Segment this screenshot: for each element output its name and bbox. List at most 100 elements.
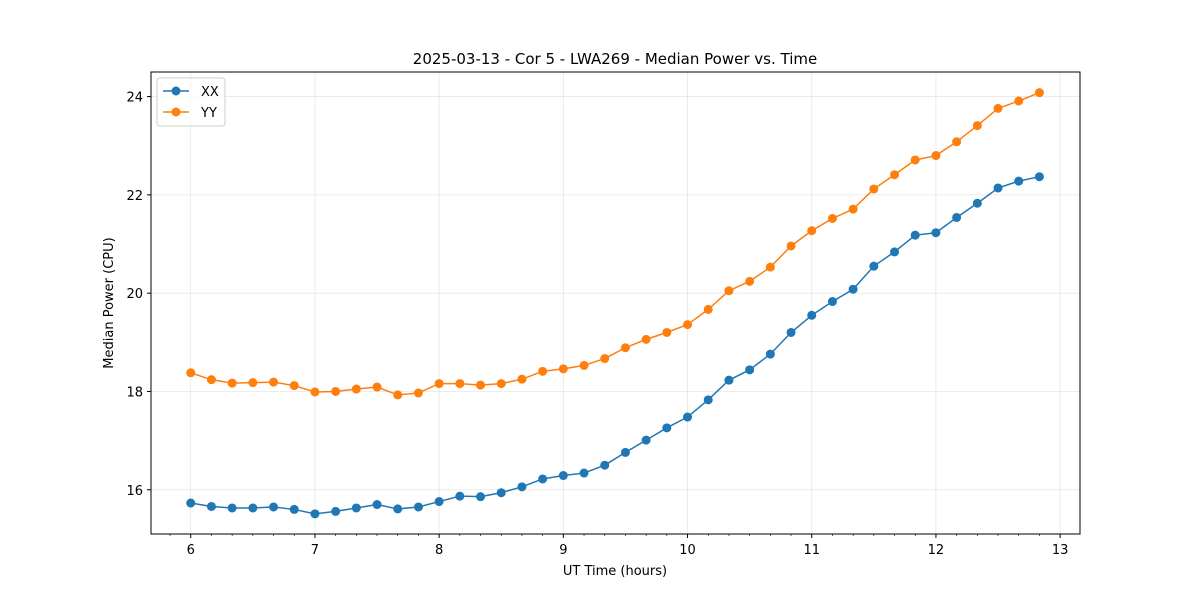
data-point-yy: [393, 390, 403, 400]
data-point-yy: [724, 286, 734, 296]
data-point-xx: [517, 482, 527, 492]
data-point-yy: [579, 360, 589, 370]
data-point-yy: [890, 170, 900, 180]
data-point-xx: [538, 474, 548, 484]
data-point-yy: [455, 379, 465, 389]
data-point-xx: [745, 365, 755, 375]
data-point-xx: [579, 468, 589, 478]
y-tick-label: 16: [126, 484, 143, 499]
data-point-xx: [890, 247, 900, 257]
x-tick-label: 13: [1052, 543, 1069, 558]
data-point-xx: [869, 261, 879, 271]
data-point-yy: [434, 379, 444, 389]
axis-ticks: 6 7 8 9 10 11 12 13 16 18 20 22 24: [126, 91, 1068, 558]
data-point-xx: [786, 327, 796, 337]
data-point-yy: [703, 304, 713, 314]
series-yy: [186, 88, 1044, 400]
x-tick-label: 12: [928, 543, 945, 558]
data-point-yy: [993, 103, 1003, 113]
data-point-xx: [600, 460, 610, 470]
data-point-yy: [289, 381, 299, 391]
data-point-xx: [827, 297, 837, 307]
legend: XX YY: [156, 77, 226, 127]
data-point-xx: [931, 228, 941, 238]
data-point-xx: [351, 503, 361, 513]
data-point-yy: [952, 137, 962, 147]
data-point-yy: [1014, 96, 1024, 106]
y-tick-label: 20: [126, 287, 143, 302]
data-point-yy: [558, 364, 568, 374]
x-tick-label: 6: [187, 543, 195, 558]
data-point-xx: [269, 502, 279, 512]
data-point-xx: [910, 230, 920, 240]
data-point-xx: [248, 503, 258, 513]
data-point-yy: [848, 204, 858, 214]
data-point-xx: [476, 492, 486, 502]
data-point-yy: [538, 366, 548, 376]
legend-label-yy: YY: [200, 106, 217, 121]
data-point-xx: [289, 504, 299, 514]
data-point-xx: [372, 500, 382, 510]
data-point-xx: [724, 375, 734, 385]
chart-title: 2025-03-13 - Cor 5 - LWA269 - Median Pow…: [413, 50, 817, 68]
data-point-yy: [186, 368, 196, 378]
data-point-xx: [620, 447, 630, 457]
data-point-yy: [331, 386, 341, 396]
grid-lines: [151, 72, 1080, 534]
data-point-xx: [413, 502, 423, 512]
data-point-yy: [600, 354, 610, 364]
data-point-yy: [662, 327, 672, 337]
data-point-yy: [206, 375, 216, 385]
axes-frame: [150, 71, 1081, 535]
data-point-xx: [434, 497, 444, 507]
data-point-yy: [972, 121, 982, 131]
data-point-yy: [248, 378, 258, 388]
data-point-xx: [331, 506, 341, 516]
x-tick-label: 7: [311, 543, 319, 558]
x-tick-label: 9: [559, 543, 567, 558]
data-point-yy: [476, 380, 486, 390]
data-point-yy: [931, 151, 941, 161]
data-point-xx: [993, 183, 1003, 193]
data-point-yy: [269, 377, 279, 387]
y-tick-label: 22: [126, 189, 143, 204]
data-point-xx: [227, 503, 237, 513]
data-point-yy: [372, 382, 382, 392]
y-tick-label: 18: [126, 385, 143, 400]
x-tick-label: 11: [803, 543, 820, 558]
data-point-xx: [641, 435, 651, 445]
data-point-yy: [869, 184, 879, 194]
data-point-yy: [517, 374, 527, 384]
x-axis-label: UT Time (hours): [563, 564, 667, 579]
legend-marker-yy: [171, 107, 181, 117]
data-point-xx: [186, 498, 196, 508]
data-point-xx: [206, 501, 216, 511]
y-tick-label: 24: [126, 91, 143, 106]
data-point-yy: [827, 213, 837, 223]
data-point-xx: [848, 284, 858, 294]
data-point-xx: [703, 395, 713, 405]
x-tick-label: 10: [679, 543, 696, 558]
data-point-yy: [807, 226, 817, 236]
data-point-xx: [807, 310, 817, 320]
series-xx: [186, 172, 1044, 519]
legend-marker-xx: [171, 86, 181, 96]
data-point-yy: [683, 320, 693, 330]
data-point-yy: [413, 388, 423, 398]
data-point-yy: [786, 241, 796, 251]
x-tick-label: 8: [435, 543, 443, 558]
data-point-xx: [1014, 176, 1024, 186]
data-point-xx: [683, 412, 693, 422]
data-point-yy: [620, 343, 630, 353]
data-point-yy: [745, 276, 755, 286]
data-point-yy: [1034, 88, 1044, 98]
data-point-yy: [765, 262, 775, 272]
legend-label-xx: XX: [201, 85, 219, 100]
data-point-xx: [558, 471, 568, 481]
data-point-xx: [310, 509, 320, 519]
data-point-yy: [310, 387, 320, 397]
data-point-yy: [227, 378, 237, 388]
data-point-yy: [641, 334, 651, 344]
data-point-xx: [662, 423, 672, 433]
